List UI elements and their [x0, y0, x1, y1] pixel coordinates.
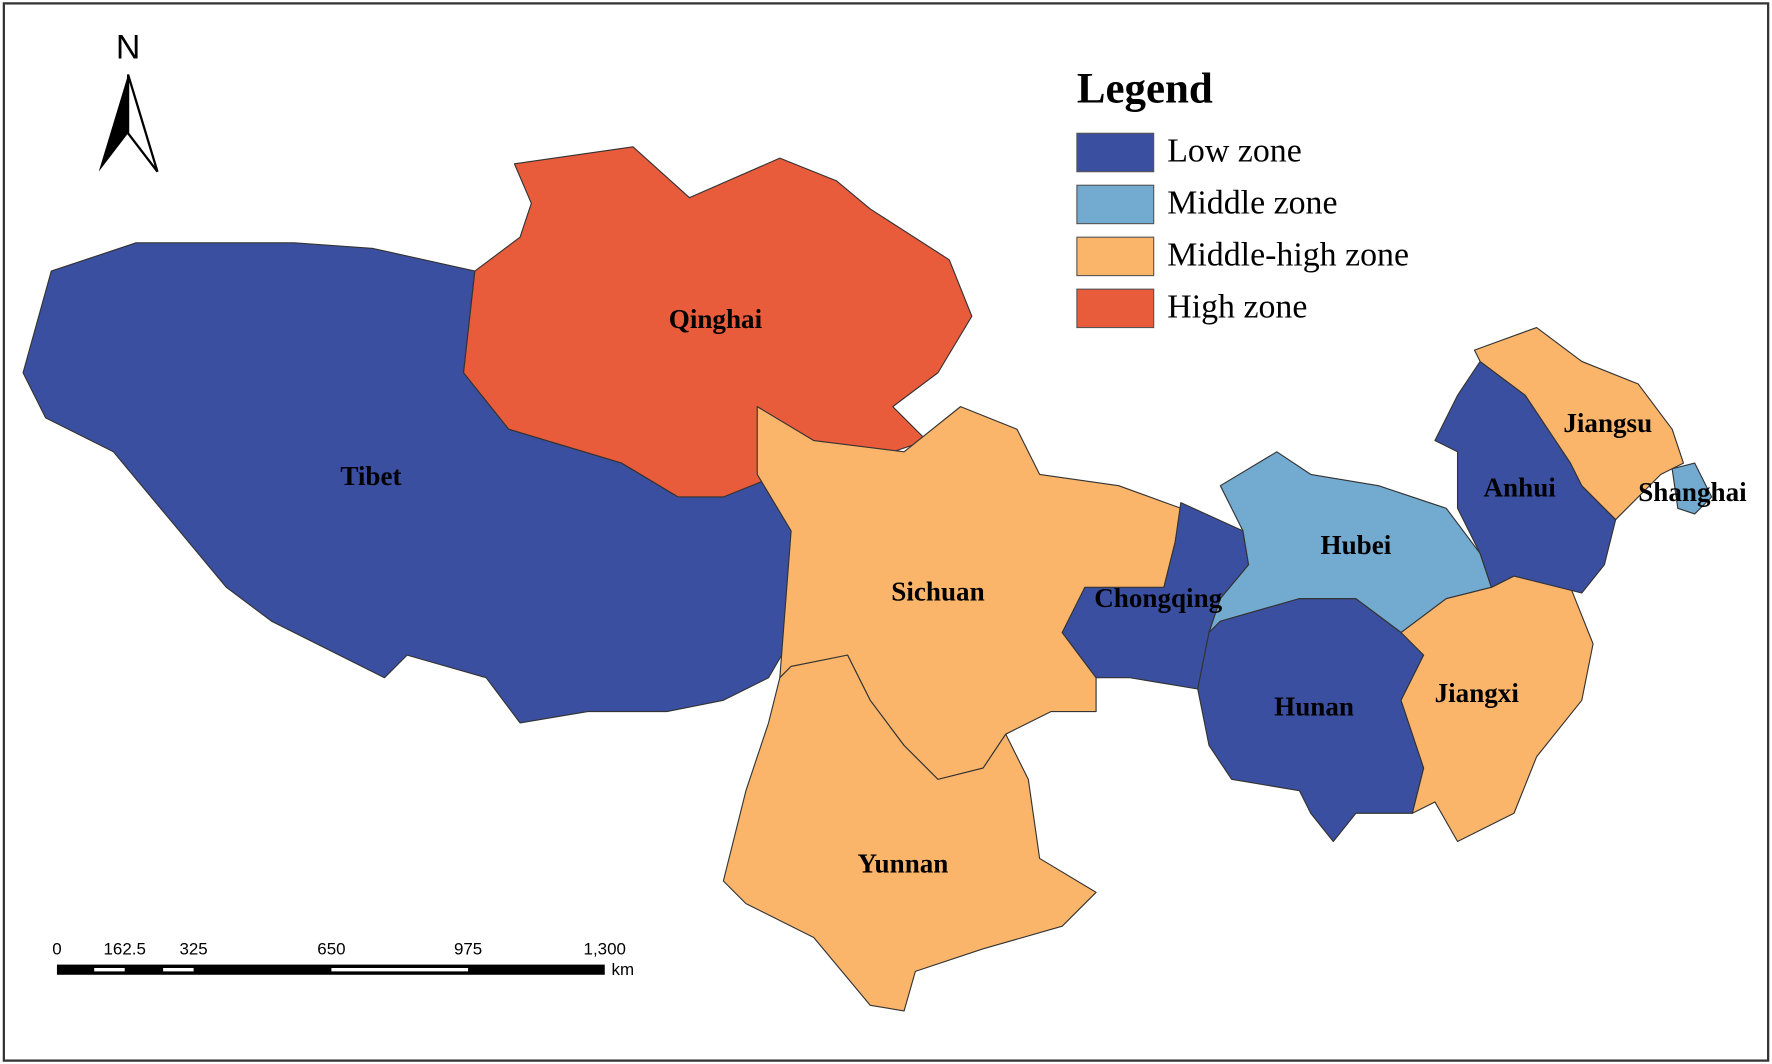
- north-arrow: [98, 74, 129, 172]
- region-label: Qinghai: [669, 304, 763, 334]
- region-label: Sichuan: [891, 576, 984, 606]
- legend-swatch: [1076, 236, 1155, 277]
- scale-label: 0: [52, 939, 61, 958]
- legend-title: Legend: [1077, 65, 1213, 112]
- scale-bar: 0 162.5 325 650 975 1,300 km: [52, 939, 634, 978]
- legend-swatch: [1076, 132, 1155, 173]
- scale-label: 162.5: [104, 939, 146, 958]
- legend-label: Low zone: [1167, 132, 1302, 169]
- scale-bar-segment: [94, 967, 125, 972]
- scale-label: 325: [179, 939, 207, 958]
- scale-unit: km: [612, 960, 635, 979]
- scale-bar-body: [56, 964, 605, 975]
- region-hunan: [1197, 598, 1425, 843]
- north-arrow: [126, 74, 159, 173]
- region-label: Anhui: [1483, 472, 1556, 502]
- region-label: Shanghai: [1638, 477, 1747, 507]
- region-label: Jiangxi: [1435, 678, 1520, 708]
- region-label: Chongqing: [1094, 583, 1222, 613]
- legend-swatch: [1076, 288, 1155, 329]
- north-label: N: [116, 29, 140, 67]
- scale-label: 650: [317, 939, 345, 958]
- legend-swatch: [1076, 184, 1155, 225]
- region-label: Jiangsu: [1563, 408, 1652, 438]
- legend-label: High zone: [1167, 288, 1307, 325]
- scale-bar-segment: [163, 967, 194, 972]
- region-label: Hunan: [1274, 692, 1354, 722]
- legend-label: Middle-high zone: [1167, 236, 1409, 273]
- region-label: Hubei: [1320, 530, 1391, 560]
- scale-label: 1,300: [584, 939, 626, 958]
- scale-label: 975: [454, 939, 482, 958]
- region-shanghai: [1671, 462, 1713, 515]
- scale-bar-segment: [331, 967, 469, 972]
- region-yunnan: [722, 654, 1097, 1012]
- region-jiangsu: [1473, 326, 1684, 521]
- legend-label: Middle zone: [1167, 184, 1337, 221]
- region-label: Yunnan: [857, 849, 948, 879]
- region-label: Tibet: [340, 461, 401, 491]
- legend: Low zone Middle zone Middle-high zone High …: [1076, 132, 1409, 329]
